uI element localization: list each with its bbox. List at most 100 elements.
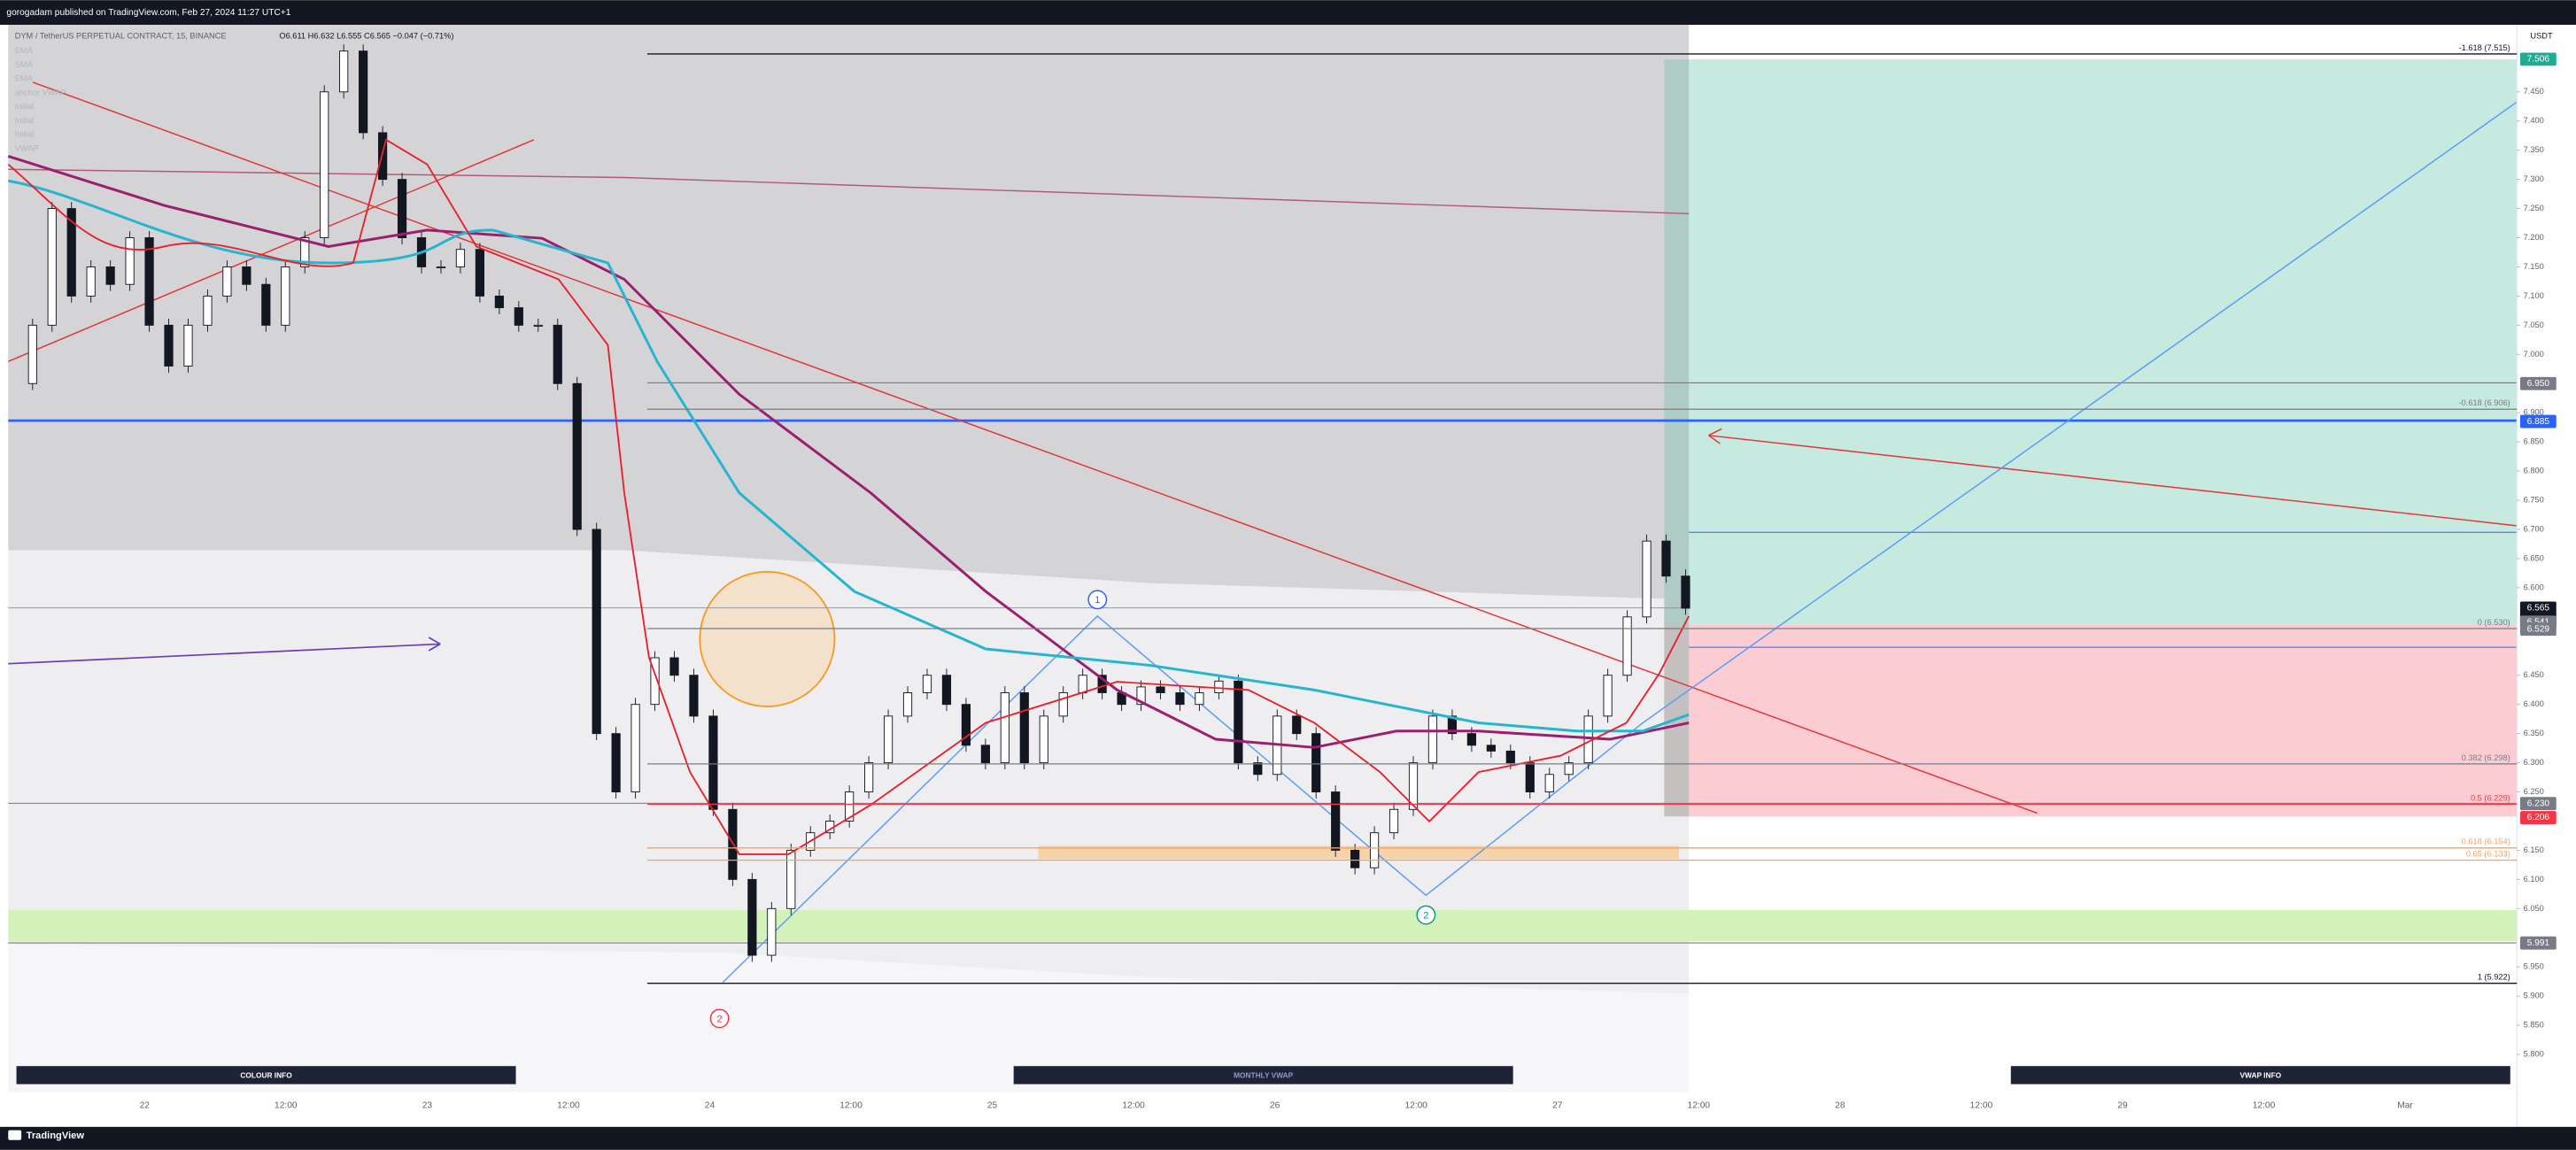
support-zone: [8, 909, 2518, 942]
price-tag: [2519, 936, 2557, 950]
highlight-circle: [699, 570, 836, 707]
candle-body: [1019, 692, 1029, 764]
indicator-label: EMA: [15, 46, 34, 55]
x-tick-label: 12:00: [1404, 1100, 1427, 1110]
candle-body: [47, 208, 57, 326]
candle-body: [1058, 692, 1068, 717]
candle-body: [281, 266, 290, 326]
candle-body: [1039, 715, 1048, 764]
y-tick-label: 6.150: [2524, 845, 2544, 854]
ema-line: [8, 179, 1690, 733]
candle-body: [125, 237, 135, 285]
y-tick-label: 6.750: [2524, 496, 2544, 505]
y-tick-label: 6.300: [2524, 758, 2544, 767]
indicator-label: Initial: [15, 130, 35, 139]
x-tick-label: 28: [1835, 1100, 1845, 1110]
candle-body: [261, 283, 271, 326]
indicator-label: anchor VWAP: [15, 88, 66, 96]
fib-label: -0.618 (6.906): [2459, 398, 2510, 407]
candle-body: [1253, 762, 1263, 776]
info-panel-label: VWAP INFO: [2239, 1071, 2281, 1080]
y-tick-label: 6.700: [2524, 524, 2544, 533]
y-tick-label: 6.250: [2524, 787, 2544, 796]
vwap-line: [8, 168, 1690, 215]
candle-body: [1505, 750, 1515, 764]
price-tag-label: 6.206: [2527, 813, 2550, 822]
candle-body: [1466, 733, 1476, 746]
price-tag-label: 6.230: [2527, 799, 2550, 808]
candle-body: [1544, 774, 1554, 792]
y-tick-label: 7.250: [2524, 204, 2544, 212]
candle-body: [475, 249, 485, 297]
y-tick-label: 5.800: [2524, 1050, 2544, 1059]
info-panel-label: MONTHLY VWAP: [1234, 1071, 1294, 1080]
candle-body: [592, 529, 601, 735]
candle-body: [1408, 762, 1419, 810]
candle-body: [1311, 733, 1321, 792]
candle-body: [1234, 680, 1243, 764]
candle-body: [1583, 715, 1593, 764]
candle-body: [1681, 575, 1690, 609]
candle-body: [1136, 686, 1146, 706]
shade-zone: [8, 550, 1690, 994]
candle-body: [1486, 745, 1496, 752]
candle-body: [533, 324, 543, 327]
shade-zone: [8, 944, 1690, 1092]
candle-body: [377, 132, 388, 181]
shade-zone: [8, 24, 1690, 600]
candle-body: [27, 324, 37, 384]
price-tag-label: 6.541: [2527, 617, 2550, 627]
ohlc: O6.611 H6.632 L6.555 C6.565 −0.047 (−0.7…: [279, 31, 453, 40]
y-tick-label: 7.050: [2524, 320, 2544, 329]
candle-body: [1389, 808, 1399, 834]
wave-marker: [1087, 590, 1108, 610]
arrow: [1708, 428, 2518, 527]
x-tick-label: 29: [2117, 1100, 2128, 1110]
price-tag-label: 6.950: [2527, 379, 2550, 389]
x-tick-label: 12:00: [2253, 1100, 2276, 1110]
candle-body: [767, 907, 777, 956]
candle-body: [86, 266, 96, 297]
candle-body: [1214, 680, 1224, 693]
indicator-label: Initial: [15, 102, 35, 111]
candle-body: [1175, 692, 1185, 706]
arrow: [8, 637, 441, 665]
y-tick-label: 7.100: [2524, 291, 2544, 300]
candle-body: [845, 791, 855, 822]
candle-body: [669, 657, 679, 676]
indicator-label: Initial: [15, 116, 35, 125]
y-tick-label: 7.150: [2524, 262, 2544, 271]
candle-body: [1078, 675, 1087, 693]
y-tick-label: 5.850: [2524, 1021, 2544, 1030]
candle-body: [786, 849, 796, 909]
candle-body: [1156, 686, 1165, 693]
fib-label: 0.382 (6.298): [2462, 753, 2510, 762]
candle-body: [300, 237, 310, 267]
candle-body: [242, 266, 251, 285]
y-tick-label: 7.300: [2524, 174, 2544, 183]
x-tick-label: 12:00: [557, 1100, 580, 1110]
fib-label: 0.65 (6.133): [2466, 850, 2510, 859]
publisher: gorogadam published on TradingView.com, …: [6, 8, 290, 18]
candle-body: [1350, 849, 1360, 868]
price-tag: [2519, 414, 2557, 428]
y-tick-label: 6.350: [2524, 729, 2544, 737]
wave-marker-label: 2: [716, 1014, 722, 1024]
candle-body: [203, 295, 213, 326]
candle-body: [455, 249, 466, 267]
y-tick-label: 6.100: [2524, 875, 2544, 884]
price-tag: [2519, 622, 2557, 637]
footer-bar: [0, 1126, 2576, 1150]
x-tick-label: 26: [1270, 1100, 1280, 1110]
trend-line: [1642, 101, 2518, 724]
y-tick-label: 6.650: [2524, 553, 2544, 562]
info-panel: [1013, 1066, 1513, 1084]
candle-body: [650, 657, 660, 706]
y-tick-label: 6.400: [2524, 699, 2544, 708]
candle-body: [436, 266, 446, 269]
price-tag-label: 6.885: [2527, 417, 2550, 427]
stop-zone: [1664, 624, 2518, 817]
candle-body: [144, 237, 154, 326]
x-tick-label: 22: [140, 1100, 151, 1110]
